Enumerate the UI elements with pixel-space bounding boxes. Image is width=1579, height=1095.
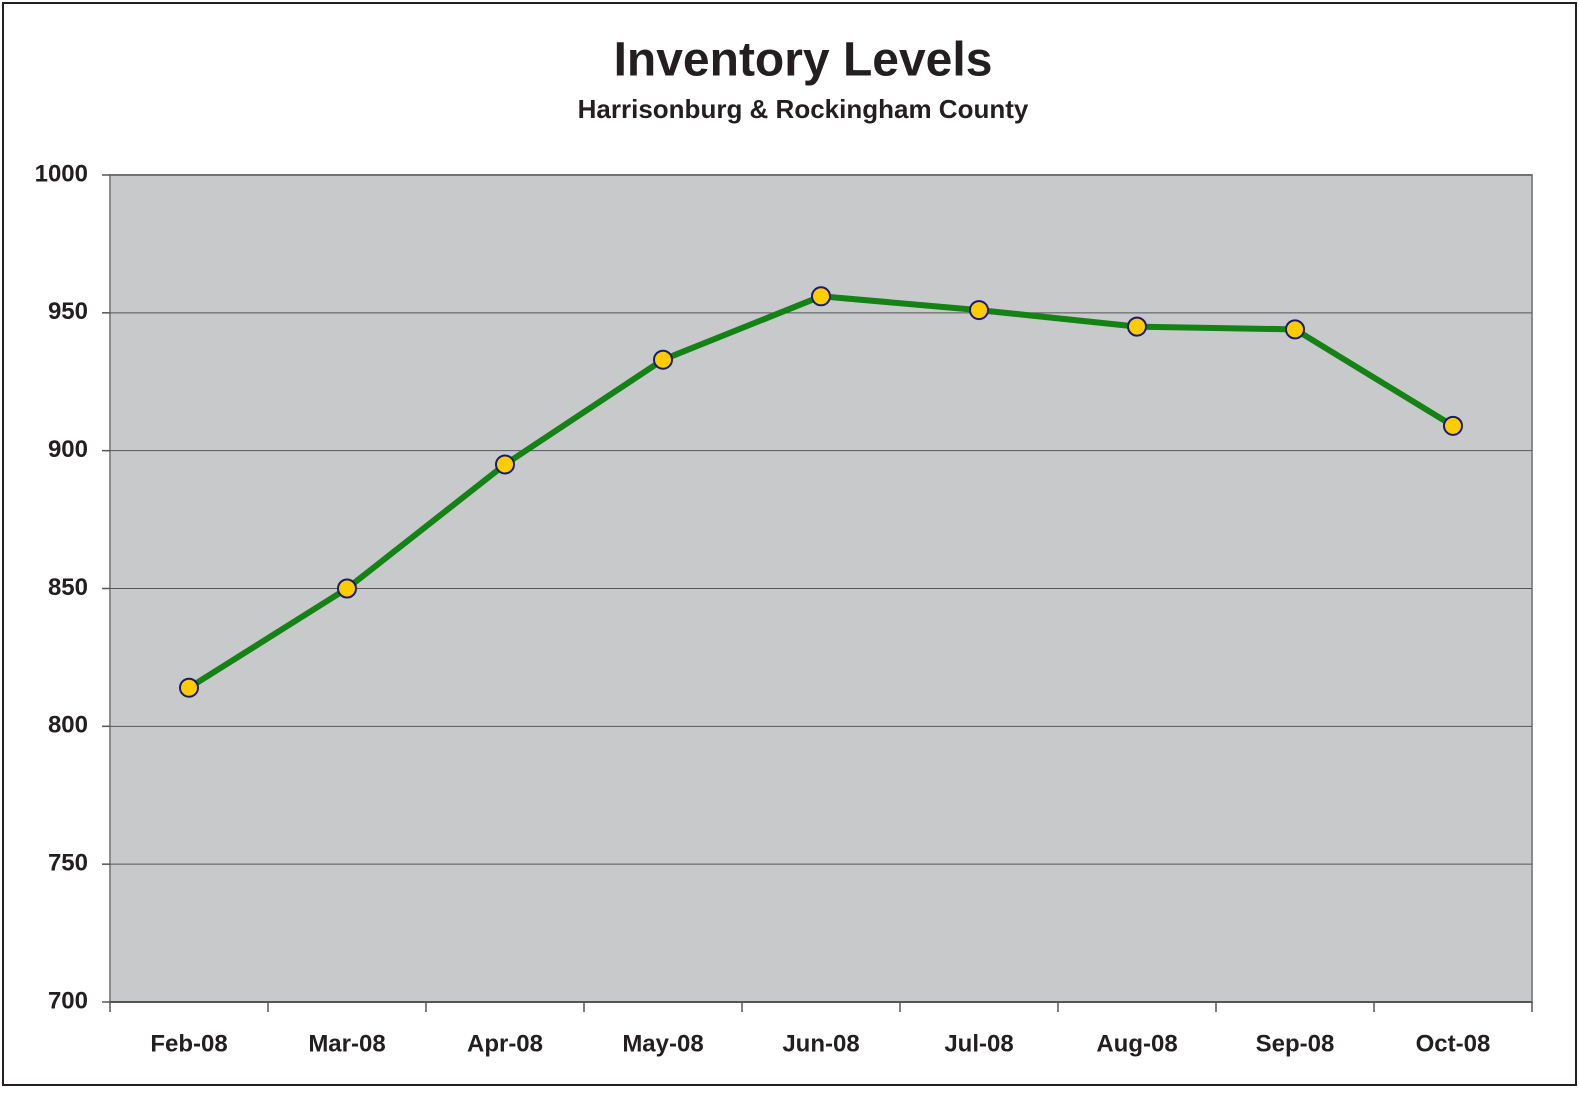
x-tick-label: Jul-08: [944, 1030, 1013, 1057]
y-tick-label: 1000: [35, 160, 88, 187]
x-tick-label: Jun-08: [782, 1030, 859, 1057]
marker: [1127, 316, 1147, 337]
marker: [1443, 415, 1463, 436]
x-tick-label: Apr-08: [467, 1030, 543, 1057]
y-tick-label: 850: [48, 574, 88, 601]
x-tick-label: Feb-08: [150, 1030, 227, 1057]
marker: [337, 578, 357, 599]
marker: [179, 677, 199, 698]
x-tick-label: Aug-08: [1096, 1030, 1177, 1057]
x-tick-label: May-08: [622, 1030, 703, 1057]
marker: [653, 349, 673, 370]
x-tick-label: Oct-08: [1416, 1030, 1491, 1057]
chart-title: Inventory Levels: [614, 34, 993, 87]
y-tick-label: 750: [48, 850, 88, 877]
marker: [811, 286, 831, 307]
x-tick-label: Sep-08: [1256, 1030, 1335, 1057]
x-tick-label: Mar-08: [308, 1030, 385, 1057]
chart-subtitle: Harrisonburg & Rockingham County: [578, 94, 1029, 124]
marker: [1285, 319, 1305, 340]
y-tick-label: 950: [48, 298, 88, 325]
y-tick-label: 900: [48, 436, 88, 463]
y-tick-label: 800: [48, 712, 88, 739]
marker: [495, 454, 515, 475]
y-tick-label: 700: [48, 987, 88, 1014]
marker: [969, 300, 989, 321]
